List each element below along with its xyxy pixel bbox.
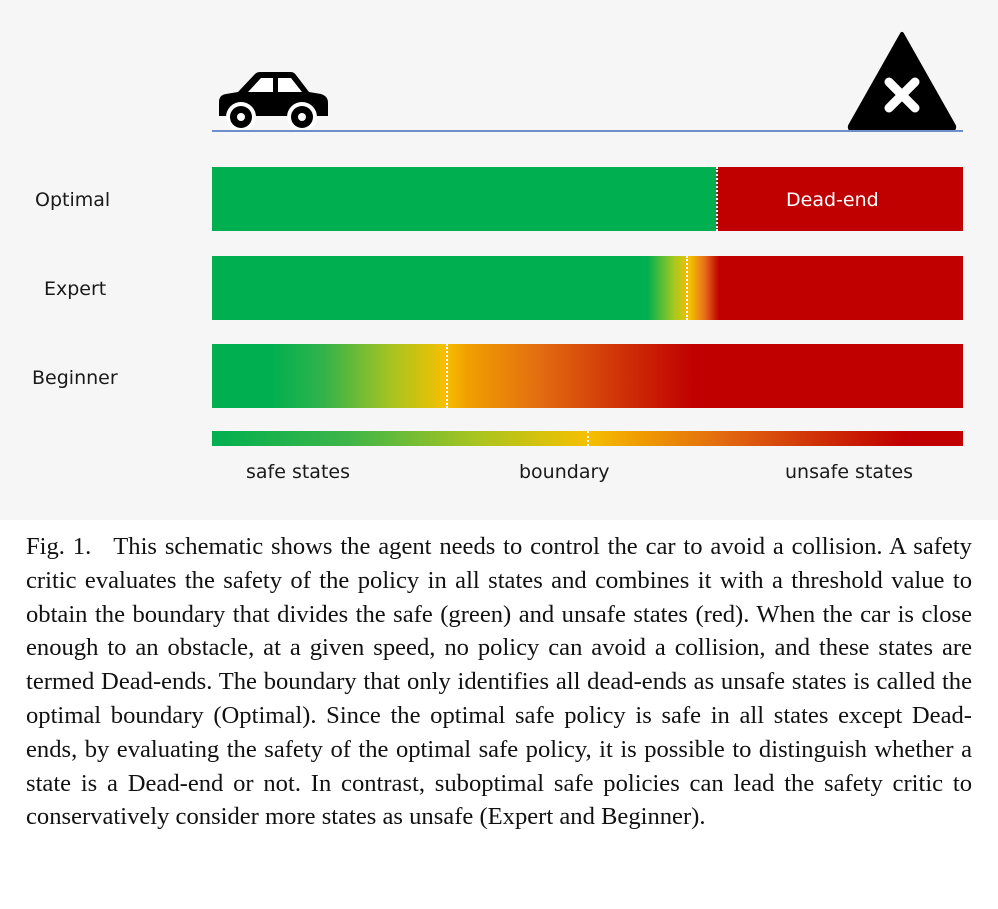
- warning-cross-icon: [847, 32, 957, 132]
- beginner-boundary-marker: [446, 344, 448, 408]
- legend-label-unsafe: unsafe states: [785, 461, 914, 483]
- legend-boundary-marker: [587, 431, 589, 446]
- row-label-expert: Expert: [44, 278, 107, 300]
- caption-text: This schematic shows the agent needs to …: [26, 533, 972, 831]
- figure-caption: Fig. 1. This schematic shows the agent ne…: [26, 530, 972, 834]
- row-label-beginner: Beginner: [32, 367, 118, 389]
- dead-end-label: Dead-end: [786, 189, 879, 211]
- car-icon: [219, 72, 328, 132]
- legend-label-safe: safe states: [246, 461, 350, 483]
- row-label-optimal: Optimal: [35, 189, 111, 211]
- caption-lead: Fig. 1.: [26, 533, 92, 560]
- figure-diagram: Optimal Expert Beginner Dead-end safe st…: [32, 32, 963, 483]
- optimal-bar: [212, 167, 963, 231]
- road-line: [212, 130, 963, 132]
- optimal-boundary-marker: [716, 167, 718, 231]
- legend-label-boundary: boundary: [519, 461, 610, 483]
- expert-boundary-marker: [686, 256, 688, 320]
- expert-bar: [212, 256, 963, 320]
- beginner-bar: [212, 344, 963, 408]
